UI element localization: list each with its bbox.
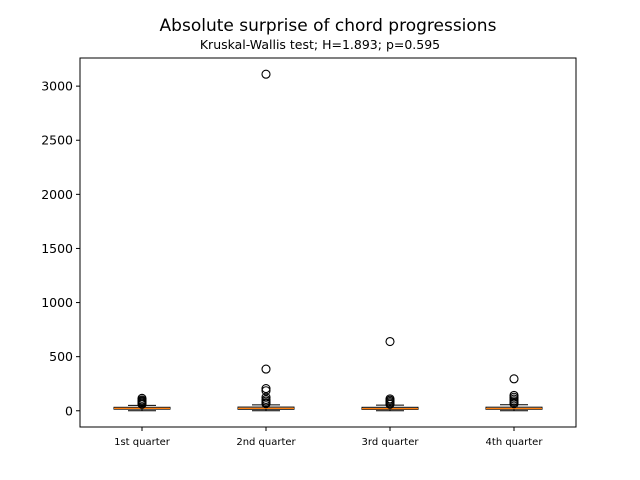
- plot-area: 0 500 1000 1500 2000 2500 3000 1st quarter 2nd q…: [41, 69, 544, 448]
- outlier-point: [509, 390, 519, 400]
- outlier-point: [509, 374, 519, 384]
- outlier-point: [385, 394, 395, 404]
- chart-title: Absolute surprise of chord progressions: [160, 16, 497, 36]
- y-tick-label: 2000: [41, 187, 73, 202]
- outlier-point: [261, 384, 271, 394]
- x-tick-label: 4th quarter: [486, 437, 544, 448]
- y-tick-label: 2500: [41, 133, 73, 148]
- x-tick-label: 3rd quarter: [362, 437, 420, 448]
- outlier-point: [261, 69, 271, 79]
- y-tick-label: 3000: [41, 79, 73, 94]
- outlier-point: [261, 392, 271, 402]
- y-tick-label: 500: [49, 349, 73, 364]
- outlier-point: [137, 393, 147, 403]
- chart-subtitle: Kruskal-Wallis test; H=1.893; p=0.595: [200, 37, 440, 52]
- x-tick-label: 1st quarter: [114, 437, 171, 448]
- y-tick-label: 1500: [41, 241, 73, 256]
- y-tick-label: 1000: [41, 295, 73, 310]
- outlier-point: [261, 364, 271, 374]
- y-tick-label: 0: [65, 403, 73, 418]
- plot-frame: [79, 57, 577, 428]
- outlier-point: [385, 336, 395, 347]
- x-tick-label: 2nd quarter: [236, 437, 296, 448]
